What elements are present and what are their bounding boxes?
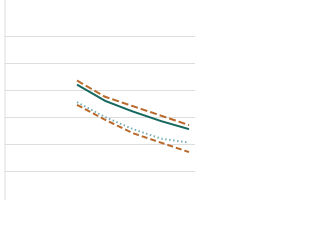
page: {"chart_data": {"type": "line", "categor… (4, 0, 195, 200)
series-line (76, 79, 190, 127)
series-line (76, 103, 190, 154)
series-line (76, 101, 190, 144)
series-line (76, 83, 190, 131)
chart (4, 0, 195, 200)
